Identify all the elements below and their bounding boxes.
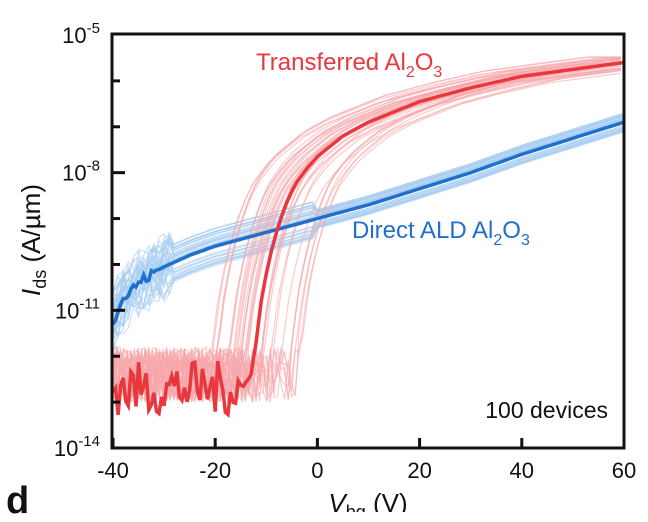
median-curves bbox=[113, 60, 624, 419]
curve-transferred bbox=[113, 60, 624, 419]
axis-ticks: -40 -20 0 20 40 60 10-14 10-11 10-8 10-5 bbox=[54, 20, 636, 483]
x-tick-label: -20 bbox=[199, 458, 231, 483]
x-tick-label: 0 bbox=[311, 458, 323, 483]
device-trace-direct-ald bbox=[113, 115, 624, 319]
y-tick-label: 10-5 bbox=[62, 20, 100, 48]
device-trace-transferred bbox=[113, 61, 621, 402]
y-tick-label: 10-11 bbox=[55, 295, 100, 323]
device-trace-direct-ald bbox=[113, 126, 624, 326]
device-trace-transferred bbox=[113, 62, 621, 403]
curve-direct-ald bbox=[113, 120, 624, 326]
device-trace-direct-ald bbox=[113, 116, 624, 311]
panel-letter: d bbox=[6, 480, 30, 522]
device-trace-transferred bbox=[113, 57, 621, 403]
plot-frame bbox=[110, 32, 626, 450]
x-tick-label: 60 bbox=[612, 458, 636, 483]
device-trace-direct-ald bbox=[113, 128, 624, 341]
device-trace-direct-ald bbox=[113, 119, 624, 316]
x-tick-label: -40 bbox=[97, 458, 129, 483]
device-trace-direct-ald bbox=[113, 114, 624, 294]
y-axis-label: Ids (A/µm) bbox=[16, 184, 50, 296]
device-trace-direct-ald bbox=[113, 125, 624, 337]
device-trace-direct-ald bbox=[113, 112, 624, 292]
series-label-direct-ald: Direct ALD Al2O3 bbox=[352, 217, 530, 249]
device-trace-direct-ald bbox=[113, 130, 624, 335]
y-tick-label: 10-14 bbox=[54, 433, 100, 461]
x-tick-label: 40 bbox=[510, 458, 534, 483]
x-axis-label: Vbg (V) bbox=[328, 488, 407, 512]
x-tick-label: 20 bbox=[407, 458, 431, 483]
annotation-device-count: 100 devices bbox=[485, 397, 608, 423]
series-label-transferred: Transferred Al2O3 bbox=[256, 49, 442, 81]
device-trace-direct-ald bbox=[113, 131, 624, 338]
y-tick-label: 10-8 bbox=[62, 158, 100, 186]
device-trace-direct-ald bbox=[113, 117, 624, 325]
